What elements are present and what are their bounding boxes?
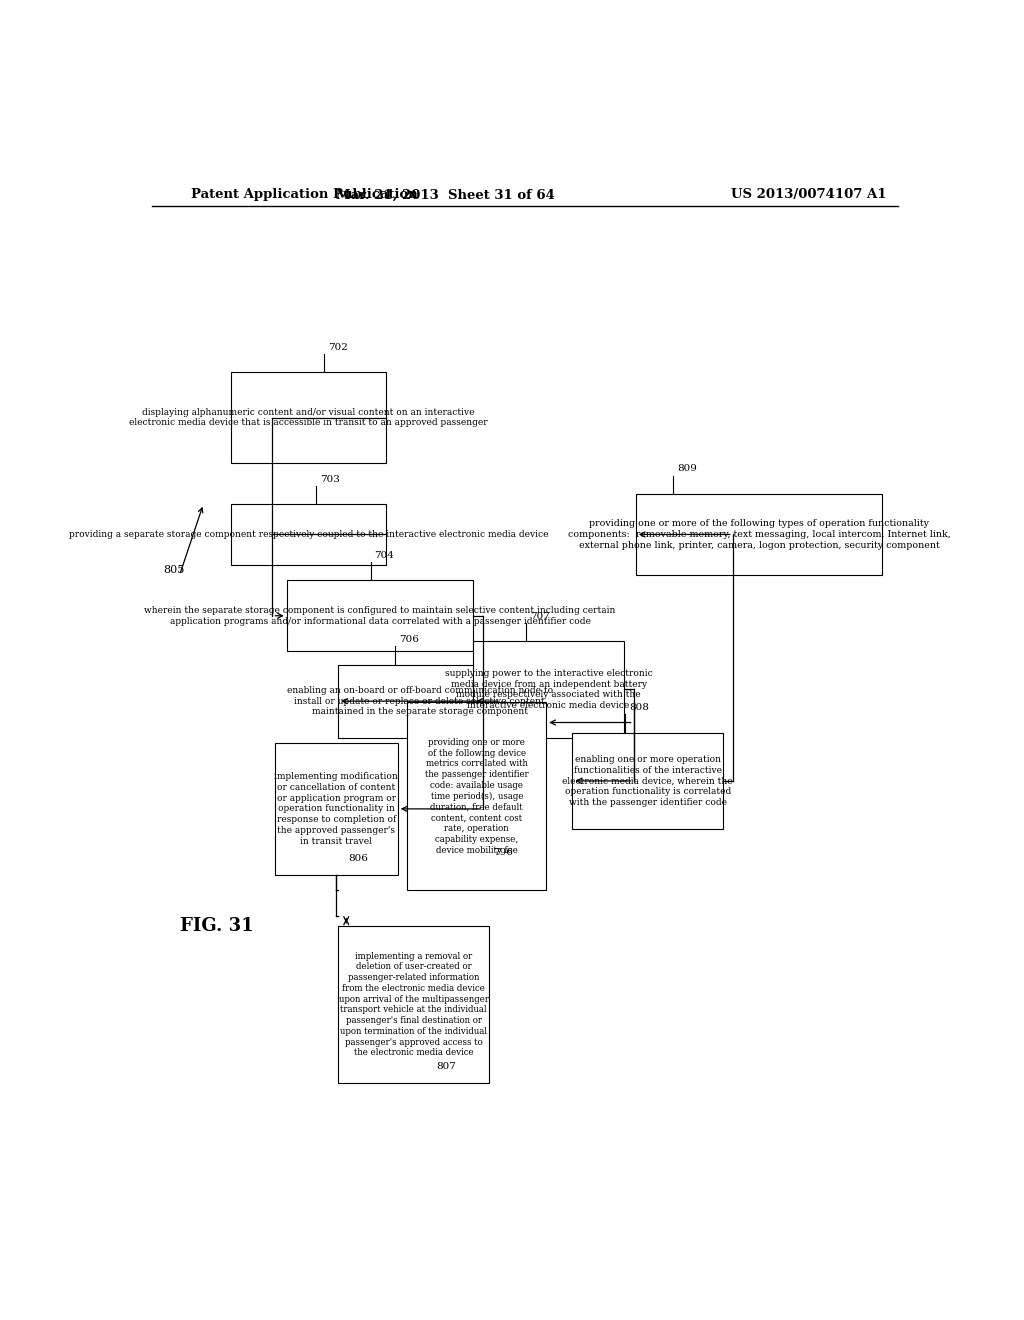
Bar: [408, 702, 546, 890]
Text: wherein the separate storage component is configured to maintain selective conte: wherein the separate storage component i…: [144, 606, 615, 626]
Bar: [338, 925, 489, 1084]
Text: implementing modification
or cancellation of content
or application program or
o: implementing modification or cancellatio…: [274, 772, 398, 846]
Text: US 2013/0074107 A1: US 2013/0074107 A1: [731, 189, 887, 202]
Text: displaying alphanumeric content and/or visual content on an interactive
electron: displaying alphanumeric content and/or v…: [129, 408, 487, 428]
Text: enabling an on-board or off-board communication node to
install or update or rep: enabling an on-board or off-board commun…: [287, 686, 553, 717]
Bar: [231, 372, 386, 463]
Text: 704: 704: [375, 550, 394, 560]
Text: 808: 808: [629, 704, 649, 713]
Text: 702: 702: [328, 342, 348, 351]
Text: FIG. 31: FIG. 31: [179, 917, 253, 935]
Bar: [572, 733, 723, 829]
Text: providing one or more of the following types of operation functionality
componen: providing one or more of the following t…: [567, 519, 950, 549]
Text: Mar. 21, 2013  Sheet 31 of 64: Mar. 21, 2013 Sheet 31 of 64: [336, 189, 555, 202]
Text: 809: 809: [677, 465, 696, 474]
Bar: [274, 743, 397, 875]
Text: providing one or more
of the following device
metrics correlated with
the passen: providing one or more of the following d…: [425, 738, 528, 854]
Text: 796: 796: [494, 849, 513, 857]
Text: enabling one or more operation
functionalities of the interactive
electronic med: enabling one or more operation functiona…: [562, 755, 733, 807]
Bar: [338, 664, 501, 738]
Bar: [473, 642, 624, 738]
Text: supplying power to the interactive electronic
media device from an independent b: supplying power to the interactive elect…: [444, 669, 652, 710]
Text: providing a separate storage component respectively coupled to the interactive e: providing a separate storage component r…: [69, 529, 548, 539]
Bar: [287, 581, 473, 651]
Text: implementing a removal or
deletion of user-created or
passenger-related informat: implementing a removal or deletion of us…: [339, 952, 488, 1057]
Text: 806: 806: [348, 854, 369, 863]
Text: 706: 706: [399, 635, 419, 644]
Bar: [231, 504, 386, 565]
Text: Patent Application Publication: Patent Application Publication: [191, 189, 418, 202]
Bar: [636, 494, 882, 576]
Text: 807: 807: [436, 1063, 456, 1071]
Text: 707: 707: [530, 612, 550, 620]
Text: 703: 703: [321, 475, 340, 483]
Text: 805: 805: [164, 565, 185, 576]
